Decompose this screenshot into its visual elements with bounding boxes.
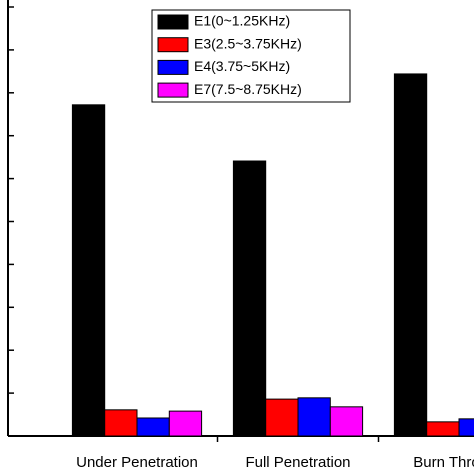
bar — [104, 409, 138, 437]
bar — [265, 398, 299, 437]
bar — [329, 406, 364, 437]
bar — [458, 418, 474, 437]
legend-swatch — [157, 59, 189, 75]
legend-swatch — [157, 14, 189, 30]
bar — [232, 160, 267, 437]
legend-swatch — [157, 82, 189, 98]
bar — [136, 417, 170, 437]
bar — [393, 73, 428, 437]
x-tick-label: Burn Through — [413, 454, 474, 471]
legend-swatch — [157, 37, 189, 53]
legend-label: E7(7.5~8.75KHz) — [194, 81, 302, 97]
legend-label: E4(3.75~5KHz) — [194, 58, 290, 74]
x-tick-label: Under Penetration — [76, 454, 198, 471]
bar — [71, 104, 106, 437]
x-tick-label: Full Penetration — [245, 454, 350, 471]
legend: E1(0~1.25KHz) E3(2.5~3.75KHz) E4(3.75~5KHz… — [151, 9, 351, 103]
bar — [426, 421, 460, 437]
legend-label: E3(2.5~3.75KHz) — [194, 35, 302, 51]
bar — [168, 410, 203, 437]
legend-label: E1(0~1.25KHz) — [194, 13, 290, 29]
bar — [297, 397, 331, 437]
